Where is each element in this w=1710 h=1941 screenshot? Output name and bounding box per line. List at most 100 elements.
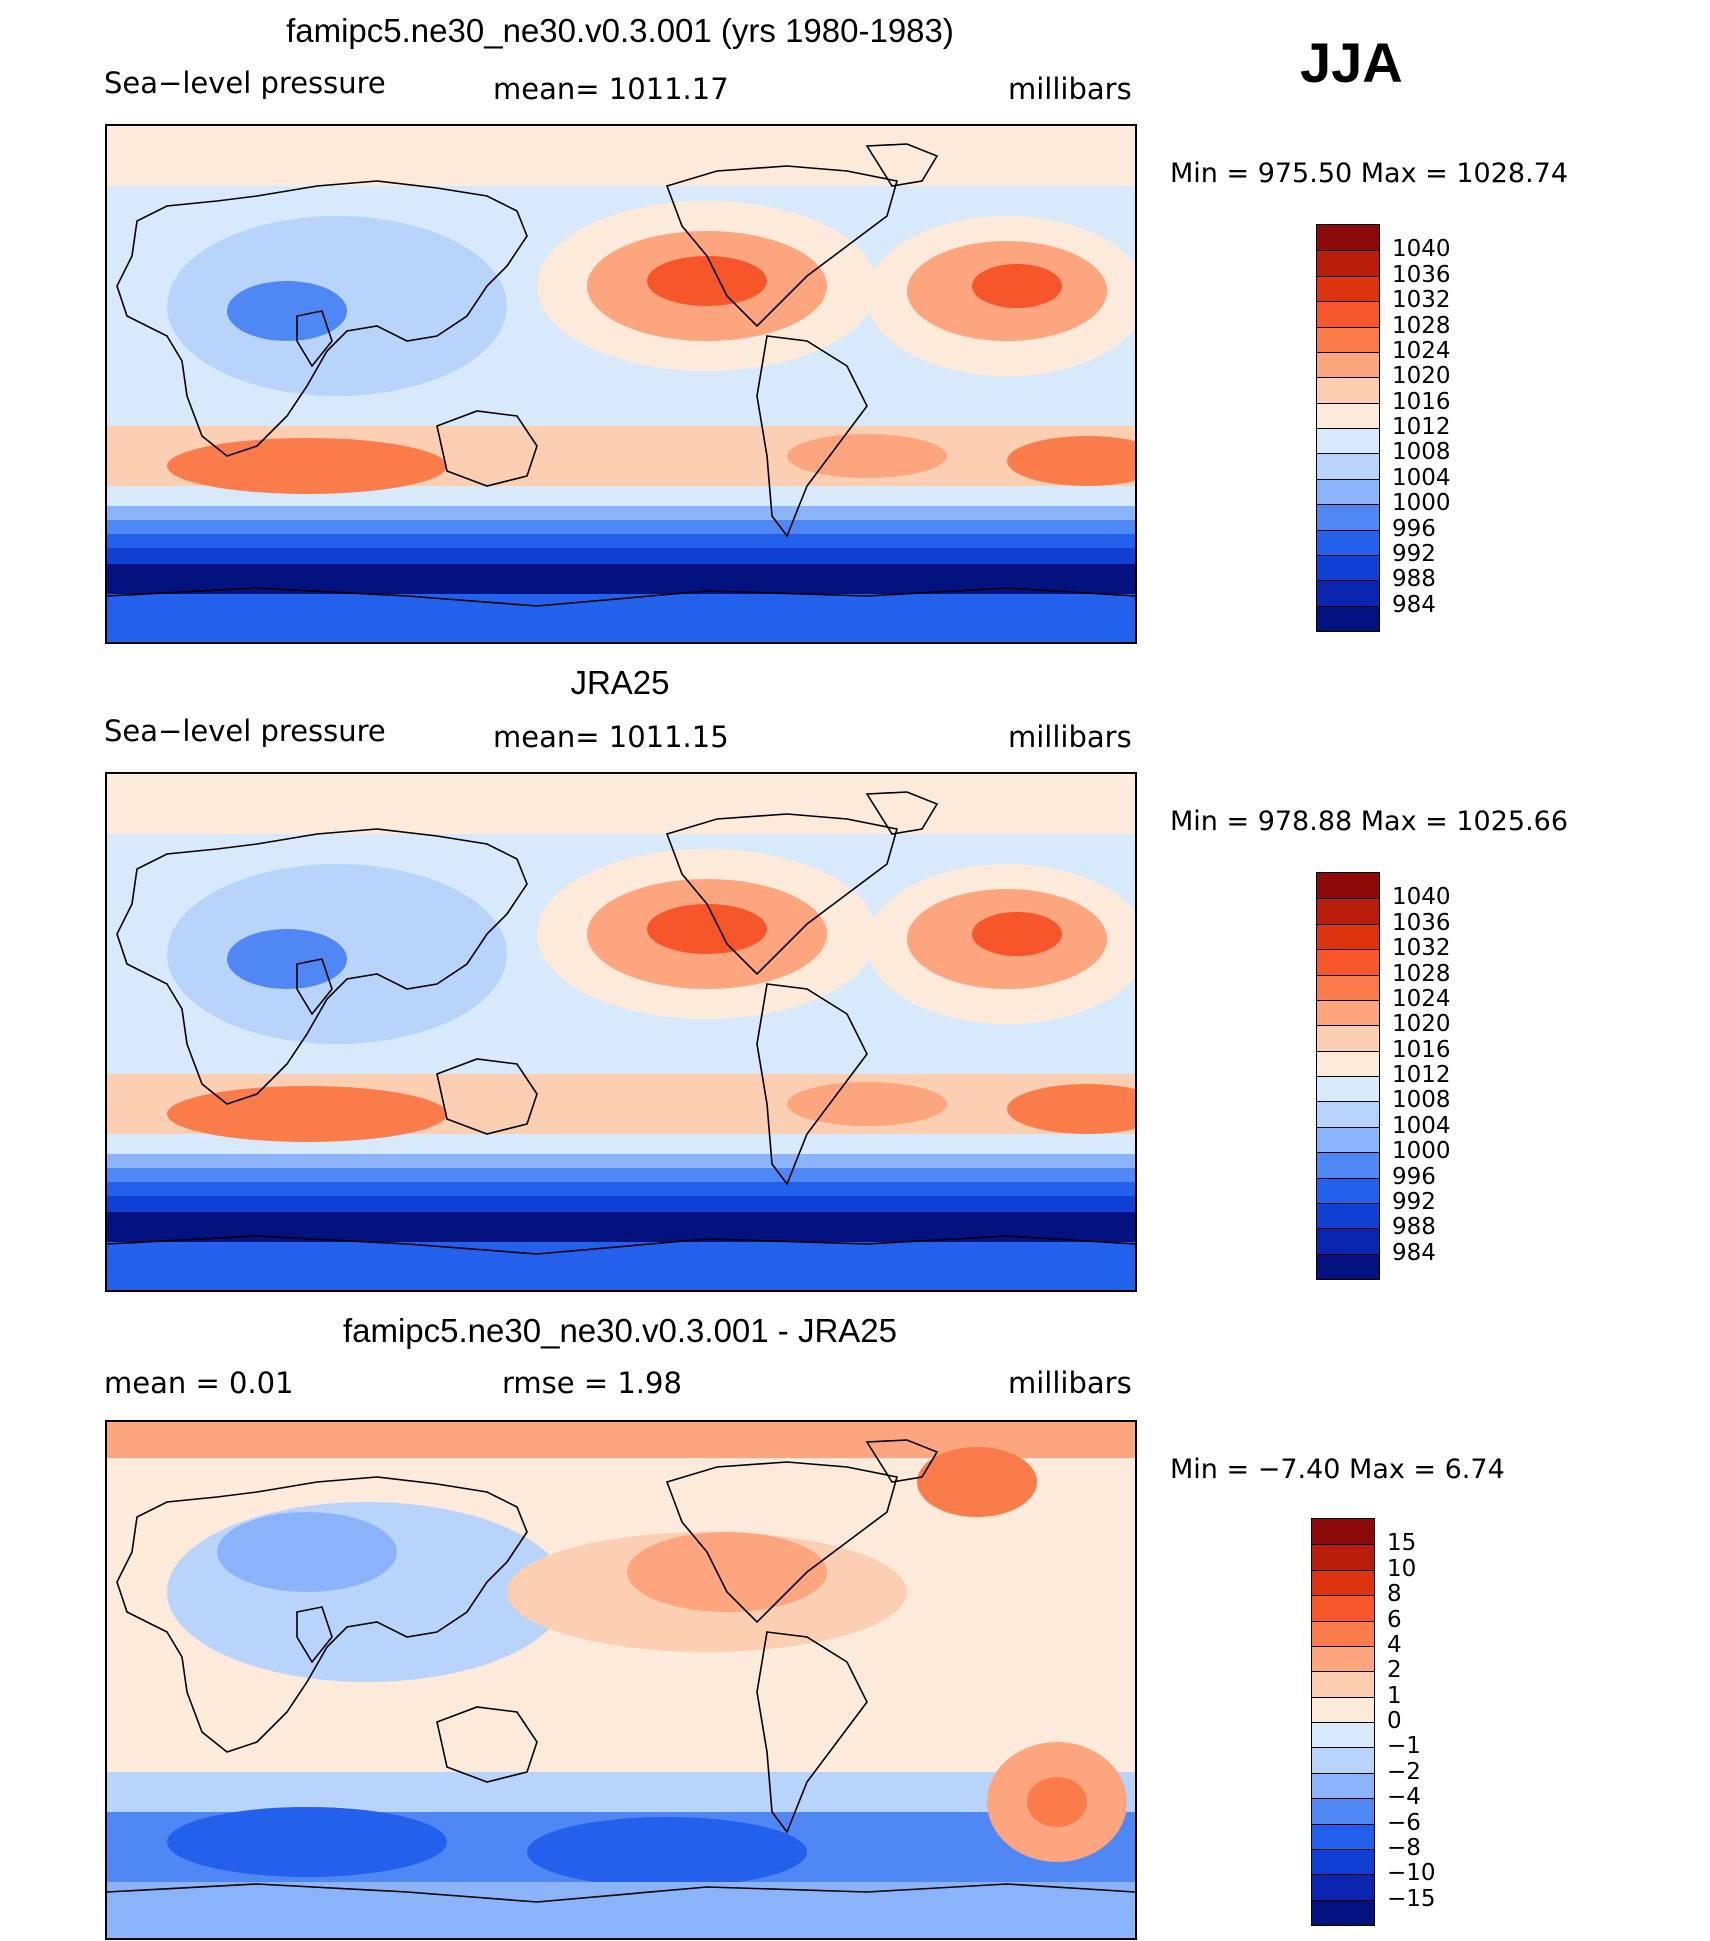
colorbar-tick-label: −8	[1387, 1834, 1421, 1861]
colorbar-swatch	[1312, 1874, 1374, 1900]
colorbar-swatch	[1312, 1595, 1374, 1621]
colorbar-swatch	[1312, 1747, 1374, 1773]
colorbar-swatch	[1317, 453, 1379, 479]
colorbar-tick-label: −6	[1387, 1809, 1421, 1836]
colorbar-tick-label: 1012	[1392, 1062, 1451, 1088]
colorbar-tick-label: 1004	[1392, 464, 1451, 491]
colorbar-tick-label: 15	[1387, 1530, 1417, 1557]
colorbar-swatch	[1317, 1152, 1379, 1178]
colorbar-swatch	[1312, 1823, 1374, 1849]
colorbar-tick-label: 1000	[1392, 490, 1451, 517]
panel-3-mean-label: mean = 0.01	[104, 1366, 294, 1400]
panel-2-title: JRA25	[570, 664, 670, 701]
colorbar-tick-label: 1024	[1392, 985, 1451, 1012]
colorbar-swatch	[1312, 1671, 1374, 1697]
panel-1-variable-label: Sea−level pressure	[104, 66, 386, 100]
colorbar-tick-label: 984	[1392, 591, 1436, 618]
panel-2-variable-label: Sea−level pressure	[104, 714, 386, 748]
colorbar-swatch	[1317, 1050, 1379, 1076]
colorbar-swatch	[1317, 301, 1379, 327]
panel-1-colorbar	[1316, 224, 1380, 632]
colorbar-swatch	[1317, 377, 1379, 403]
colorbar-swatch	[1312, 1519, 1374, 1545]
colorbar-swatch	[1317, 225, 1379, 251]
colorbar-swatch	[1312, 1544, 1374, 1570]
colorbar-tick-label: 996	[1392, 515, 1436, 542]
colorbar-tick-label: 10	[1387, 1555, 1417, 1582]
colorbar-swatch	[1317, 1228, 1379, 1254]
colorbar-tick-label: 1024	[1392, 337, 1451, 364]
colorbar-swatch	[1317, 1253, 1379, 1279]
colorbar-tick-label: 992	[1392, 540, 1436, 567]
colorbar-tick-label: 1	[1387, 1682, 1402, 1709]
colorbar-swatch	[1317, 529, 1379, 555]
colorbar-swatch	[1317, 1202, 1379, 1229]
colorbar-tick-label: 2	[1387, 1657, 1402, 1684]
colorbar-tick-label: 992	[1392, 1188, 1436, 1215]
panel-2-mean-label: mean= 1011.15	[493, 720, 729, 754]
colorbar-swatch	[1312, 1772, 1374, 1799]
colorbar-swatch	[1317, 504, 1379, 530]
colorbar-swatch	[1317, 326, 1379, 352]
colorbar-swatch	[1317, 605, 1379, 631]
colorbar-swatch	[1317, 1177, 1379, 1203]
panel-2-map	[105, 772, 1137, 1292]
colorbar-swatch	[1312, 1722, 1374, 1748]
colorbar-swatch	[1317, 898, 1379, 924]
colorbar-swatch	[1317, 428, 1379, 454]
colorbar-tick-label: 1020	[1392, 1011, 1451, 1038]
colorbar-tick-label: 984	[1392, 1239, 1436, 1266]
colorbar-swatch	[1317, 974, 1379, 1000]
colorbar-swatch	[1312, 1645, 1374, 1672]
colorbar-tick-label: 0	[1387, 1708, 1402, 1734]
panel-1-title: famipc5.ne30_ne30.v0.3.001 (yrs 1980-198…	[286, 12, 954, 49]
colorbar-tick-label: 1000	[1392, 1138, 1451, 1165]
panel-3-title: famipc5.ne30_ne30.v0.3.001 - JRA25	[342, 1312, 898, 1349]
panel-3-minmax: Min = −7.40 Max = 6.74	[1170, 1454, 1505, 1485]
colorbar-swatch	[1317, 949, 1379, 975]
colorbar-tick-label: 1012	[1392, 414, 1451, 440]
colorbar-swatch	[1317, 402, 1379, 428]
colorbar-swatch	[1317, 1101, 1379, 1127]
panel-1-map	[105, 124, 1137, 644]
colorbar-swatch	[1312, 1620, 1374, 1646]
colorbar-swatch	[1317, 873, 1379, 899]
panel-1-mean-label: mean= 1011.17	[493, 72, 729, 106]
colorbar-tick-label: 8	[1387, 1581, 1402, 1608]
colorbar-tick-label: 1008	[1392, 439, 1451, 466]
colorbar-tick-label: 1032	[1392, 935, 1451, 962]
colorbar-tick-label: 1028	[1392, 312, 1451, 339]
colorbar-tick-label: 988	[1392, 566, 1436, 593]
colorbar-tick-label: 1036	[1392, 261, 1451, 288]
colorbar-tick-label: 1040	[1392, 884, 1451, 911]
colorbar-tick-label: −2	[1387, 1758, 1421, 1785]
colorbar-tick-label: 1016	[1392, 388, 1451, 415]
panel-3-colorbar	[1311, 1518, 1375, 1926]
colorbar-tick-label: 1028	[1392, 960, 1451, 987]
colorbar-swatch	[1317, 478, 1379, 505]
panel-2-colorbar	[1316, 872, 1380, 1280]
panel-2-units-label: millibars	[1008, 720, 1132, 754]
colorbar-swatch	[1317, 250, 1379, 276]
colorbar-swatch	[1317, 1025, 1379, 1051]
colorbar-tick-label: 4	[1387, 1631, 1402, 1658]
colorbar-tick-label: −1	[1387, 1733, 1421, 1760]
colorbar-tick-label: 988	[1392, 1214, 1436, 1241]
colorbar-tick-label: 996	[1392, 1163, 1436, 1190]
colorbar-tick-label: −15	[1387, 1885, 1436, 1912]
panel-1-units-label: millibars	[1008, 72, 1132, 106]
colorbar-swatch	[1312, 1569, 1374, 1596]
colorbar-swatch	[1317, 1076, 1379, 1102]
colorbar-swatch	[1317, 923, 1379, 950]
colorbar-tick-label: 1016	[1392, 1036, 1451, 1063]
colorbar-swatch	[1317, 999, 1379, 1026]
colorbar-swatch	[1312, 1696, 1374, 1722]
colorbar-tick-label: 1020	[1392, 363, 1451, 390]
colorbar-tick-label: −10	[1387, 1860, 1436, 1887]
colorbar-swatch	[1317, 580, 1379, 606]
panel-1-minmax: Min = 975.50 Max = 1028.74	[1170, 158, 1569, 189]
colorbar-tick-label: −4	[1387, 1784, 1421, 1811]
colorbar-tick-label: 1004	[1392, 1112, 1451, 1139]
colorbar-tick-label: 6	[1387, 1606, 1402, 1633]
colorbar-swatch	[1312, 1798, 1374, 1824]
